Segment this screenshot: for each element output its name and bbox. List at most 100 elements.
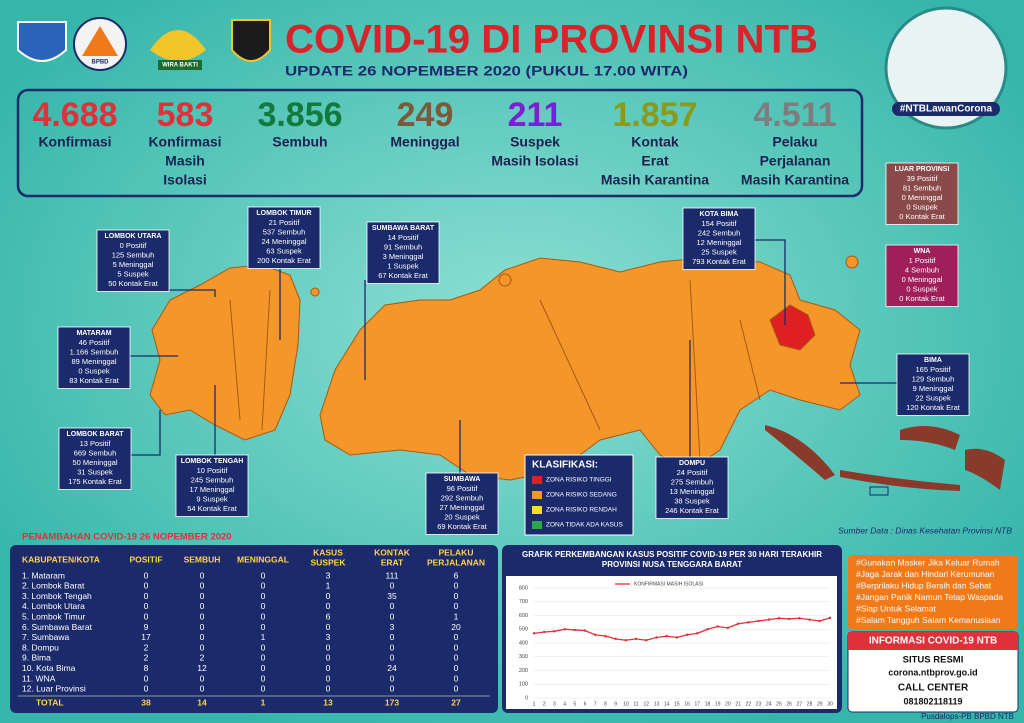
table-cell: 0 (261, 570, 266, 580)
stat-value: 211 (508, 96, 563, 134)
legend-swatch (532, 476, 542, 484)
region-stat: 9 Suspek (196, 494, 228, 503)
tip: #Jangan Panik Namun Tetap Waspada (856, 592, 1003, 602)
region-name: LOMBOK TENGAH (181, 458, 244, 465)
stat-value: 249 (397, 96, 454, 134)
x-tick-label: 2 (543, 701, 546, 707)
table-cell: 0 (144, 570, 149, 580)
point (563, 628, 566, 631)
subtitle: UPDATE 26 NOPEMBER 2020 (PUKUL 17.00 WIT… (285, 63, 688, 79)
region-stat: 24 Meninggal (261, 237, 306, 246)
region-stat: 129 Sembuh (912, 374, 955, 383)
region-name: MATARAM (76, 330, 111, 337)
legend-label: ZONA RISIKO TINGGI (546, 477, 612, 484)
table-cell: 0 (326, 622, 331, 632)
region-name: SUMBAWA (444, 476, 481, 483)
table-header: KABUPATEN/KOTA (22, 554, 100, 564)
region-stat: 0 Positif (120, 241, 148, 250)
info-header (848, 632, 1018, 650)
logos (17, 17, 271, 71)
region-stat: 69 Kontak Erat (437, 522, 488, 531)
x-tick-label: 21 (735, 701, 741, 707)
region-stat: 0 Suspek (906, 284, 938, 293)
legend-label: ZONA RISIKO RENDAH (546, 507, 617, 514)
legend-swatch (532, 506, 542, 514)
point (767, 618, 770, 621)
table-cell: 0 (144, 673, 149, 683)
table-cell: 0 (200, 622, 205, 632)
table-total: 38 (141, 697, 151, 707)
table-header: SUSPEK (311, 557, 347, 567)
region-stat: 0 Meninggal (902, 193, 943, 202)
region-stat: 63 Suspek (266, 246, 302, 255)
table-header: MENINGGAL (237, 554, 289, 564)
table-cell: 24 (387, 663, 397, 673)
point (665, 634, 668, 638)
table-cell: 35 (387, 591, 397, 601)
region-stat: 14 Positif (388, 233, 420, 242)
table-cell: 2 (200, 653, 205, 663)
table-header: SEMBUH (184, 554, 221, 564)
table-cell: 8 (144, 663, 149, 673)
tip: #Salam Tangguh Salam Kemanusiaan (856, 615, 1001, 625)
region-stat: 4 Sembuh (905, 265, 939, 274)
x-tick-label: 9 (614, 701, 617, 707)
x-tick-label: 19 (715, 701, 721, 707)
y-tick-label: 200 (519, 668, 528, 674)
stat-label: Pelaku (772, 134, 817, 150)
point (757, 619, 760, 623)
y-tick-label: 100 (519, 682, 528, 688)
x-tick-label: 30 (827, 701, 833, 707)
region-stat: 22 Suspek (915, 393, 951, 402)
table-cell: 0 (200, 570, 205, 580)
point (706, 628, 709, 631)
table-cell: 0 (454, 642, 459, 652)
table-cell: 20 (451, 622, 461, 632)
stat-label: Konfirmasi (148, 134, 221, 150)
table-cell: 1. Mataram (22, 570, 65, 580)
map (149, 255, 861, 481)
x-tick-label: 20 (725, 701, 731, 707)
table-cell: 0 (390, 653, 395, 663)
table-cell: 0 (144, 684, 149, 694)
stat-value: 1.857 (612, 96, 697, 134)
legend-swatch (532, 491, 542, 499)
table-cell: 0 (390, 601, 395, 611)
region-stat: 1 Suspek (387, 261, 419, 270)
region-stat: 89 Meninggal (71, 357, 116, 366)
chart-title: GRAFIK PERKEMBANGAN KASUS POSITIF COVID-… (522, 550, 822, 559)
stat-value: 3.856 (257, 96, 342, 134)
region-box (655, 456, 729, 519)
table-cell: 0 (454, 673, 459, 683)
x-tick-label: 3 (553, 701, 556, 707)
x-tick-label: 13 (654, 701, 660, 707)
stat-label: Perjalanan (760, 153, 831, 169)
region-name: BIMA (924, 357, 942, 364)
point (645, 639, 648, 642)
point (828, 616, 832, 620)
region-box (247, 206, 321, 269)
region-stat: 1 Positif (909, 256, 937, 265)
info-site-label: SITUS RESMI (903, 655, 964, 666)
region-stat: 5 Suspek (117, 269, 149, 278)
region-stat: 0 Suspek (78, 366, 110, 375)
table-cell: 0 (326, 684, 331, 694)
y-tick-label: 700 (519, 599, 528, 605)
region-stat: 38 Suspek (674, 496, 710, 505)
y-tick-label: 0 (525, 695, 528, 701)
table-cell: 0 (261, 601, 266, 611)
info-call: 081802118119 (903, 696, 962, 706)
point (787, 617, 791, 621)
table-cell: 0 (261, 663, 266, 673)
point (777, 617, 781, 620)
region-stat: 246 Kontak Erat (665, 506, 720, 515)
x-tick-label: 1 (533, 701, 536, 707)
table-total: 173 (385, 697, 399, 707)
logo-text: WIRA BAKTI (162, 63, 198, 69)
x-tick-label: 26 (786, 701, 792, 707)
legend-swatch (532, 521, 542, 529)
stat-label: Konfirmasi (38, 134, 111, 150)
region-stat: 83 Kontak Erat (69, 376, 120, 385)
stat-label: Suspek (510, 134, 560, 150)
